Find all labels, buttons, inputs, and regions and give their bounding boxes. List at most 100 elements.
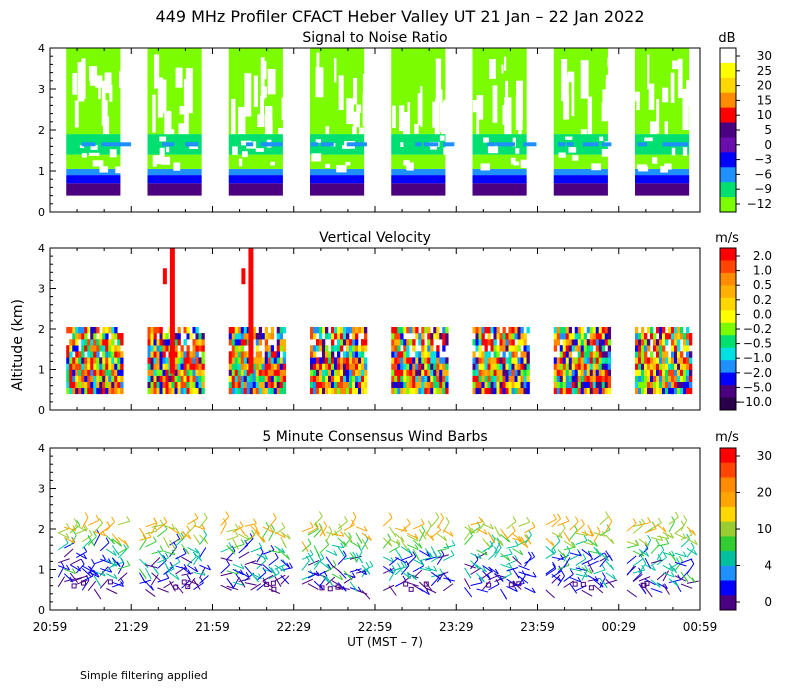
vv-cell <box>334 363 338 370</box>
colorbar-swatch <box>720 477 736 493</box>
vv-cell <box>523 363 527 370</box>
wind-barb <box>105 559 117 567</box>
wind-barb-flag <box>304 546 309 552</box>
vv-cell <box>159 345 163 352</box>
vv-cell <box>69 369 73 376</box>
colorbar-swatch <box>720 565 736 582</box>
vv-cell <box>117 375 121 382</box>
vv-cell <box>276 375 281 382</box>
wind-barb-flag <box>286 533 291 540</box>
wind-barb-flag <box>314 523 319 530</box>
vv-cell <box>641 363 645 370</box>
vv-cell <box>430 375 434 382</box>
vv-cell <box>243 363 248 370</box>
wind-barb <box>157 557 169 564</box>
wind-barb <box>599 555 611 562</box>
wind-barb <box>199 517 208 528</box>
vv-cell <box>69 357 73 364</box>
vv-cell <box>337 345 341 352</box>
vv-cell <box>391 351 395 358</box>
wind-barb <box>199 534 207 546</box>
vv-cell <box>604 333 609 340</box>
colorbar-label: 10 <box>757 522 772 536</box>
vv-cell <box>90 339 94 346</box>
wind-barb <box>418 550 430 557</box>
vv-cell <box>391 387 395 395</box>
vv-cell <box>201 357 205 364</box>
wind-barb <box>301 574 314 581</box>
wind-barb <box>232 581 245 586</box>
vv-cell <box>192 381 196 389</box>
vv-cell <box>358 387 362 395</box>
vv-cell <box>270 363 275 370</box>
vv-cell <box>340 375 344 382</box>
snr-layer <box>228 183 283 196</box>
vv-cell <box>340 381 344 389</box>
wind-barb <box>476 523 485 534</box>
vv-cell <box>192 345 196 352</box>
vv-cell <box>556 357 561 364</box>
vv-cell <box>647 375 651 382</box>
vv-cell <box>556 387 561 395</box>
vv-cell <box>433 381 437 389</box>
vv-cell <box>69 326 73 334</box>
vv-cell <box>595 339 600 346</box>
vv-cell <box>111 387 115 395</box>
vv-cell <box>195 387 199 395</box>
vv-cell <box>310 357 314 364</box>
vv-cell <box>147 326 151 334</box>
vv-cell <box>418 375 422 382</box>
vv-cell <box>571 345 576 352</box>
wind-barb <box>181 531 192 540</box>
wind-barb-flag <box>647 534 652 541</box>
vv-cell <box>442 369 446 376</box>
wind-barb-flag <box>691 577 696 583</box>
wind-barb <box>605 578 615 588</box>
wind-barb-flag <box>427 520 432 526</box>
vv-cell <box>84 345 88 352</box>
vv-cell <box>162 351 166 358</box>
vv-cell <box>592 351 597 358</box>
wind-barb <box>268 517 277 528</box>
vv-cell <box>589 369 594 376</box>
vv-cell <box>589 357 594 364</box>
vv-cell <box>81 333 85 340</box>
vv-cell <box>319 375 323 382</box>
wind-barb <box>280 574 290 585</box>
vv-cell <box>394 333 398 340</box>
y-tick-label: 1 <box>38 364 45 377</box>
vv-cell <box>683 363 687 370</box>
wind-barb <box>506 545 519 549</box>
wind-barb-flag <box>503 593 508 600</box>
vv-cell <box>511 381 515 389</box>
vv-cell <box>484 375 488 382</box>
vv-cell <box>276 333 281 340</box>
vv-cell <box>174 351 178 358</box>
vv-cell <box>84 363 88 370</box>
wind-barb <box>563 573 574 582</box>
vv-cell <box>439 333 443 340</box>
vv-cell <box>493 339 497 346</box>
wind-barb-flag <box>392 531 397 537</box>
wind-barb <box>58 565 70 571</box>
vv-cell <box>523 333 527 340</box>
vv-cell <box>424 375 428 382</box>
vv-cell <box>635 375 639 382</box>
vv-cell <box>415 351 419 358</box>
wind-barb-flag <box>69 576 74 583</box>
vv-cell <box>586 345 591 352</box>
vv-cell <box>523 369 527 376</box>
wind-barb-flag <box>163 516 168 523</box>
snr-gap <box>341 145 350 149</box>
vv-cell <box>484 351 488 358</box>
vv-cell <box>671 369 675 376</box>
wind-barb <box>76 575 88 580</box>
vv-cell <box>316 375 320 382</box>
vv-cell <box>84 333 88 340</box>
vv-cell <box>427 387 431 395</box>
wind-barb <box>262 568 275 574</box>
vv-cell <box>686 381 690 389</box>
wind-barb-flag <box>185 548 190 555</box>
vv-cell <box>168 375 172 382</box>
vv-cell <box>580 363 585 370</box>
